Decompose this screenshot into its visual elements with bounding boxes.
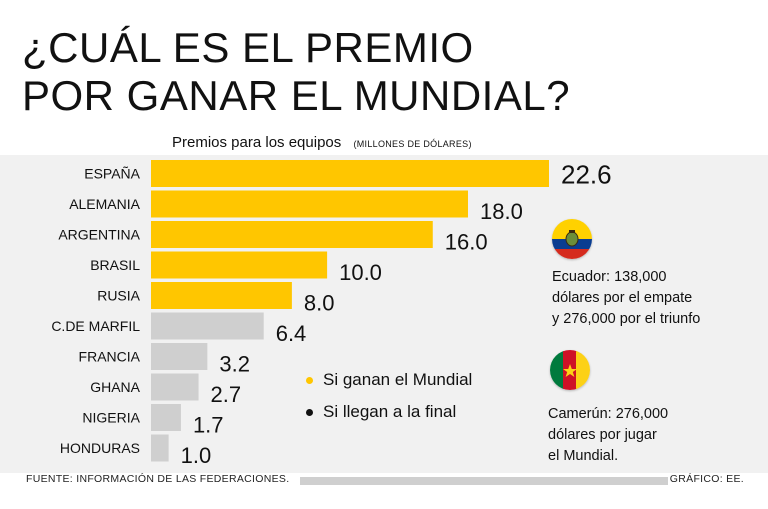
bar	[151, 312, 264, 340]
legend-item-win: Si ganan el Mundial	[306, 370, 472, 390]
bar	[151, 404, 181, 431]
category-label: HONDURAS	[60, 440, 140, 456]
bar	[151, 343, 208, 370]
ecuador-note-line: Ecuador: 138,000	[552, 269, 667, 285]
cameroon-flag-icon	[550, 350, 590, 390]
cameroon-note-line: dólares por jugar	[548, 427, 657, 443]
cameroon-note-line: Camerún: 276,000	[548, 406, 669, 422]
value-label: 16.0	[445, 230, 488, 255]
chart-subtitle: Premios para los equipos (MILLONES DE DÓ…	[172, 134, 472, 151]
title-line-1: ¿CUÁL ES EL PREMIO	[22, 24, 474, 71]
ecuador-flag-icon	[552, 219, 592, 259]
value-label: 2.7	[211, 382, 242, 407]
bar	[151, 434, 169, 462]
value-label: 6.4	[276, 321, 307, 346]
legend-dot-final	[306, 409, 313, 417]
source-note: FUENTE: INFORMACIÓN DE LAS FEDERACIONES.	[26, 473, 290, 485]
bar	[151, 373, 199, 401]
ecuador-note: Ecuador: 138,000 dólares por el empate y…	[552, 267, 700, 330]
footer: FUENTE: INFORMACIÓN DE LAS FEDERACIONES.…	[0, 473, 768, 491]
bar	[151, 251, 328, 279]
value-label: 10.0	[339, 260, 382, 285]
legend-dot-win	[306, 377, 313, 385]
legend-label-win: Si ganan el Mundial	[323, 370, 473, 389]
category-label: ESPAÑA	[84, 166, 140, 182]
legend-label-final: Si llegan a la final	[323, 402, 457, 421]
cameroon-note-line: el Mundial.	[548, 448, 619, 464]
unit-label: (MILLONES DE DÓLARES)	[353, 139, 472, 149]
category-label: GHANA	[90, 379, 140, 395]
bar	[151, 160, 549, 187]
value-label: 1.7	[193, 413, 224, 438]
bar	[151, 221, 433, 248]
category-label: ARGENTINA	[58, 227, 140, 243]
category-label: NIGERIA	[82, 410, 140, 426]
value-label: 3.2	[219, 352, 250, 377]
value-label: 22.6	[561, 160, 612, 190]
subtitle-text: Premios para los equipos	[172, 134, 342, 151]
category-label: ALEMANIA	[69, 196, 140, 212]
footer-rule	[300, 477, 668, 485]
category-label: BRASIL	[90, 257, 140, 273]
value-label: 8.0	[304, 291, 335, 316]
cameroon-note: Camerún: 276,000 dólares por jugar el Mu…	[548, 404, 668, 467]
category-label: RUSIA	[97, 288, 140, 304]
category-label: FRANCIA	[79, 349, 141, 365]
bar	[151, 282, 292, 309]
ecuador-note-line: y 276,000 por el triunfo	[552, 311, 701, 327]
ecuador-note-line: dólares por el empate	[552, 290, 693, 306]
legend-item-final: Si llegan a la final	[306, 402, 456, 422]
page-title: ¿CUÁL ES EL PREMIO POR GANAR EL MUNDIAL?	[22, 24, 570, 120]
graphic-credit: GRÁFICO: EE.	[669, 473, 744, 485]
category-label: C.DE MARFIL	[51, 318, 140, 334]
bar	[151, 190, 468, 218]
title-line-2: POR GANAR EL MUNDIAL?	[22, 72, 571, 119]
value-label: 18.0	[480, 199, 523, 224]
value-label: 1.0	[181, 443, 212, 468]
